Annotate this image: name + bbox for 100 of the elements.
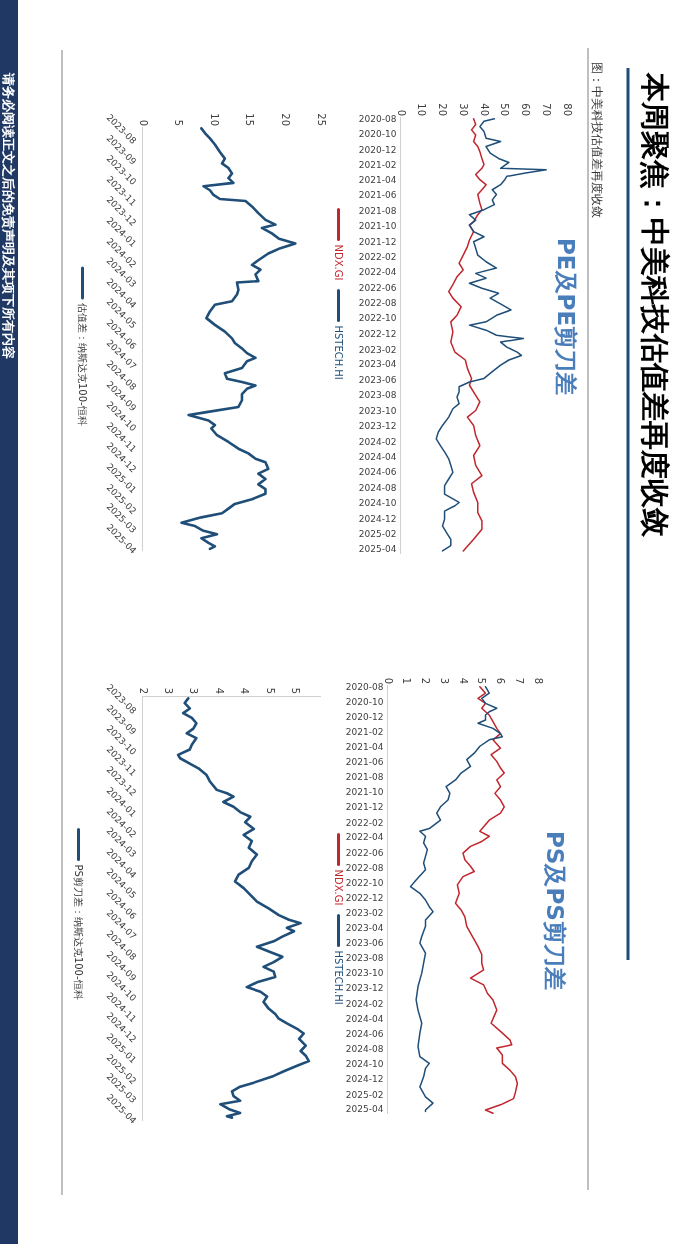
x-tick-label: 0 xyxy=(382,677,394,684)
y-tick-label: 2024-12 xyxy=(345,1074,384,1085)
y-tick-label: 2022-04 xyxy=(345,832,384,843)
x-tick-label: 0 xyxy=(137,119,149,126)
text: HSTECH.HI xyxy=(332,950,344,1005)
x-tick-label: 4 xyxy=(239,687,251,694)
text: 请务必阅读正文之后的免责声明及其项下所有内容 xyxy=(1,72,16,359)
y-tick-label: 2024-10 xyxy=(345,1059,384,1070)
y-tick-label: 2023-04 xyxy=(345,922,384,933)
y-tick-label: 2022-12 xyxy=(345,892,384,903)
y-tick-label: 2024-10 xyxy=(358,498,397,509)
y-tick-label: 2022-06 xyxy=(358,282,397,293)
y-tick-label: 2021-12 xyxy=(345,802,384,813)
y-tick-label: 2025-04 xyxy=(345,1104,384,1115)
x-tick-label: 10 xyxy=(416,103,428,116)
x-tick-label: 1 xyxy=(401,677,413,684)
y-tick-label: 2020-12 xyxy=(345,711,384,722)
text: HSTECH.HI xyxy=(332,325,344,380)
y-tick-label: 2022-10 xyxy=(345,877,384,888)
y-tick-label: 2020-12 xyxy=(358,144,397,155)
text: PS及PS剪刀差 xyxy=(542,831,568,990)
x-tick-label: 2 xyxy=(420,677,431,684)
text: NDX.GI xyxy=(332,244,344,281)
y-tick-label: 2024-08 xyxy=(345,1043,384,1054)
x-tick-label: 3 xyxy=(188,687,200,694)
x-tick-label: 40 xyxy=(478,103,490,116)
x-tick-label: 20 xyxy=(279,113,291,126)
y-tick-label: 2024-06 xyxy=(345,1028,384,1039)
x-tick-label: 60 xyxy=(520,103,531,116)
y-tick-label: 2020-08 xyxy=(345,681,384,692)
y-tick-label: 2020-10 xyxy=(345,696,384,707)
y-tick-label: 2023-12 xyxy=(345,983,384,994)
y-tick-label: 2023-08 xyxy=(345,953,384,964)
x-tick-label: 2 xyxy=(137,687,149,694)
y-tick-label: 2023-06 xyxy=(345,938,384,949)
y-tick-label: 2021-02 xyxy=(345,727,384,738)
text: PE及PE剪刀差 xyxy=(553,238,579,396)
y-tick-label: 2024-04 xyxy=(345,1013,384,1024)
x-tick-label: 80 xyxy=(561,103,573,116)
x-tick-label: 3 xyxy=(438,677,450,684)
x-tick-label: 70 xyxy=(540,103,552,116)
x-tick-label: 6 xyxy=(495,677,506,684)
y-tick-label: 2024-02 xyxy=(358,436,397,447)
x-tick-label: 5 xyxy=(476,677,488,684)
y-tick-label: 2024-06 xyxy=(358,467,397,478)
y-tick-label: 2022-12 xyxy=(358,328,397,339)
text: NDX.GI xyxy=(332,869,344,906)
y-tick-label: 2024-08 xyxy=(358,482,397,493)
y-tick-label: 2023-02 xyxy=(358,344,397,355)
y-tick-label: 2021-08 xyxy=(358,205,397,216)
y-tick-label: 2021-04 xyxy=(345,741,384,752)
x-tick-label: 4 xyxy=(213,687,225,694)
text: PS剪刀差：纳斯达克100-恒科 xyxy=(72,864,84,1000)
y-tick-label: 2023-06 xyxy=(358,374,397,385)
y-tick-label: 2021-06 xyxy=(345,757,384,768)
x-tick-label: 0 xyxy=(395,109,407,116)
y-tick-label: 2020-10 xyxy=(358,129,397,140)
y-tick-label: 2023-10 xyxy=(358,405,397,416)
y-tick-label: 2024-12 xyxy=(358,513,397,524)
y-tick-label: 2022-08 xyxy=(345,862,384,873)
x-tick-label: 4 xyxy=(457,677,469,684)
y-tick-label: 2025-04 xyxy=(358,544,397,555)
y-tick-label: 2023-04 xyxy=(358,359,397,370)
y-tick-label: 2022-08 xyxy=(358,298,397,309)
y-tick-label: 2022-02 xyxy=(345,817,384,828)
y-tick-label: 2021-02 xyxy=(358,160,397,171)
y-tick-label: 2023-10 xyxy=(345,968,384,979)
x-tick-label: 3 xyxy=(162,687,174,694)
y-tick-label: 2021-10 xyxy=(358,221,397,232)
x-tick-label: 30 xyxy=(457,103,469,116)
y-tick-label: 2023-12 xyxy=(358,421,397,432)
y-tick-label: 2022-06 xyxy=(345,847,384,858)
y-tick-label: 2024-02 xyxy=(345,998,384,1009)
x-tick-label: 20 xyxy=(437,103,448,116)
y-tick-label: 2022-04 xyxy=(358,267,397,278)
x-tick-label: 10 xyxy=(208,113,220,126)
y-tick-label: 2022-02 xyxy=(358,252,397,263)
x-tick-label: 5 xyxy=(173,119,185,126)
y-tick-label: 2025-02 xyxy=(358,529,397,540)
x-tick-label: 7 xyxy=(513,677,525,684)
y-tick-label: 2023-02 xyxy=(345,908,384,919)
x-tick-label: 5 xyxy=(290,687,302,694)
x-tick-label: 25 xyxy=(315,113,327,126)
text: 图：中美科技估值差再度收敛 xyxy=(590,62,604,218)
x-tick-label: 8 xyxy=(532,677,544,684)
y-tick-label: 2021-08 xyxy=(345,772,384,783)
x-tick-label: 50 xyxy=(499,103,511,116)
y-tick-label: 2022-10 xyxy=(358,313,397,324)
y-tick-label: 2023-08 xyxy=(358,390,397,401)
y-tick-label: 2024-04 xyxy=(358,451,397,462)
x-tick-label: 5 xyxy=(264,687,276,694)
y-tick-label: 2021-12 xyxy=(358,236,397,247)
text: 估值差：纳斯达克100-恒科 xyxy=(76,303,88,426)
y-tick-label: 2021-10 xyxy=(345,787,384,798)
x-tick-label: 15 xyxy=(244,113,256,126)
y-tick-label: 2020-08 xyxy=(358,113,397,124)
y-tick-label: 2025-02 xyxy=(345,1089,384,1100)
text: 本周聚焦：中美科技估值差再度收敛 xyxy=(638,72,672,538)
y-tick-label: 2021-04 xyxy=(358,175,397,186)
y-tick-label: 2021-06 xyxy=(358,190,397,201)
